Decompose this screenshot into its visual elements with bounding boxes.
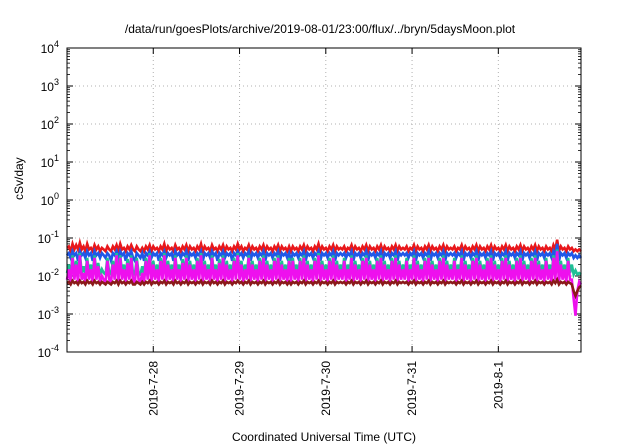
- x-axis-label: Coordinated Universal Time (UTC): [231, 430, 417, 444]
- x-tick-label: 2019-7-31: [405, 361, 419, 416]
- y-tick-label: 10-3: [38, 305, 59, 322]
- y-tick-label: 101: [41, 153, 59, 170]
- x-tick-label: 2019-7-30: [319, 361, 333, 416]
- y-tick-label: 102: [41, 115, 59, 132]
- y-tick-label: 10-1: [38, 229, 59, 246]
- x-tick-label: 2019-7-29: [233, 361, 247, 416]
- x-tick-label: 2019-7-28: [146, 361, 160, 416]
- series-line-1: [66, 237, 582, 257]
- series-line-2: [66, 243, 583, 266]
- y-tick-label: 10-4: [38, 343, 59, 360]
- y-tick-label: 104: [41, 39, 59, 56]
- y-tick-label: 100: [41, 191, 59, 208]
- y-tick-label: 103: [41, 77, 59, 94]
- series-line-4: [65, 251, 583, 316]
- y-tick-label: 10-2: [38, 267, 59, 284]
- plot-frame: [66, 47, 582, 353]
- series-line-5: [66, 276, 582, 300]
- x-tick-label: 2019-8-1: [491, 361, 505, 409]
- chart-title: /data/run/goesPlots/archive/2019-08-01/2…: [124, 22, 516, 36]
- y-axis-label: cSv/day: [12, 157, 26, 200]
